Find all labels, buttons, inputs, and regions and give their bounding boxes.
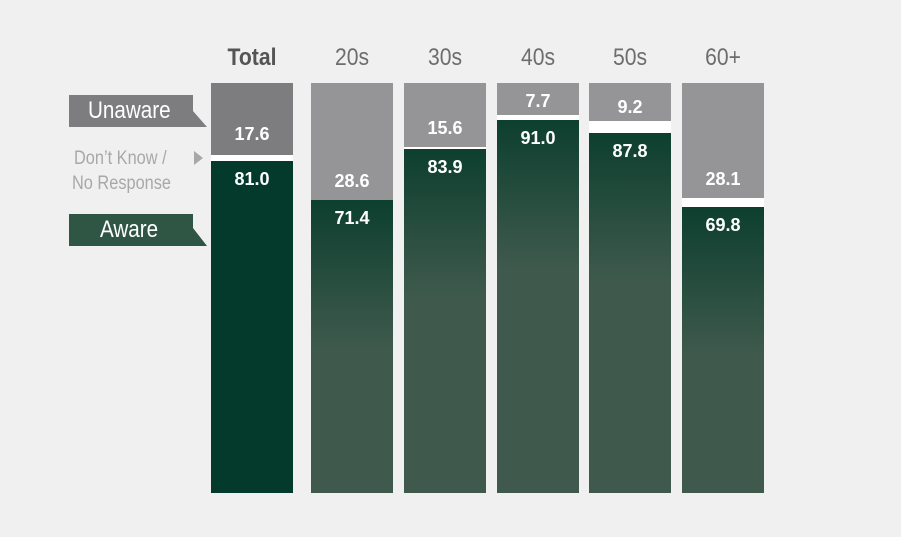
segment-aware: 71.4	[311, 200, 393, 493]
segment-aware: 83.9	[404, 149, 486, 493]
segment-aware: 81.0	[211, 160, 293, 493]
bar-20s: 28.6 71.4	[311, 83, 393, 493]
legend-aware-box	[69, 214, 193, 246]
legend-aware-pointer	[193, 214, 207, 246]
bar-50s: 9.2 87.8	[589, 83, 671, 493]
value-label-aware: 91.0	[520, 127, 556, 148]
category-label-20s: 20s	[334, 44, 370, 71]
segment-dont-know	[589, 120, 671, 134]
value-label-unaware: 7.7	[525, 90, 551, 111]
category-label-total: Total	[227, 44, 277, 71]
legend-aware-label: Aware	[100, 216, 159, 243]
segment-unaware: 7.7	[497, 83, 579, 115]
segment-aware: 87.8	[589, 133, 671, 493]
bar-total: 17.6 81.0	[211, 83, 293, 493]
segment-aware: 91.0	[497, 119, 579, 493]
value-label-unaware: 28.1	[705, 169, 741, 190]
segment-unaware: 28.1	[682, 83, 764, 199]
category-label-60plus: 60+	[705, 44, 741, 71]
segment-unaware: 28.6	[311, 83, 393, 201]
legend-unaware-box	[69, 95, 193, 127]
value-label-unaware: 9.2	[617, 96, 643, 117]
value-label-unaware: 28.6	[334, 171, 370, 192]
legend-dont-know-line2: No Response	[72, 173, 172, 194]
value-label-aware: 71.4	[334, 208, 370, 229]
value-label-aware: 81.0	[234, 168, 270, 189]
value-label-aware: 87.8	[612, 141, 648, 162]
bar-60plus: 28.1 69.8	[682, 83, 764, 493]
segment-dont-know	[682, 198, 764, 207]
value-label-aware: 69.8	[705, 214, 741, 235]
value-label-unaware: 17.6	[234, 124, 270, 145]
value-label-aware: 83.9	[427, 157, 463, 177]
legend-unaware-label: Unaware	[88, 97, 171, 124]
segment-unaware: 9.2	[589, 83, 671, 121]
segment-aware: 69.8	[682, 206, 764, 493]
bar-30s: 15.6 83.9	[404, 83, 486, 493]
category-label-50s: 50s	[612, 44, 648, 71]
segment-dont-know	[497, 114, 579, 120]
segment-dont-know	[404, 146, 486, 149]
category-label-40s: 40s	[520, 44, 556, 71]
bar-40s: 7.7 91.0	[497, 83, 579, 493]
segment-dont-know	[211, 155, 293, 161]
category-label-30s: 30s	[427, 44, 463, 71]
legend-unaware-pointer	[193, 95, 207, 127]
segment-unaware: 17.6	[211, 83, 293, 156]
value-label-unaware: 15.6	[427, 117, 463, 138]
segment-unaware: 15.6	[404, 83, 486, 147]
legend-dont-know-arrow-icon	[194, 151, 203, 165]
legend-dont-know-line1: Don’t Know /	[74, 148, 167, 169]
